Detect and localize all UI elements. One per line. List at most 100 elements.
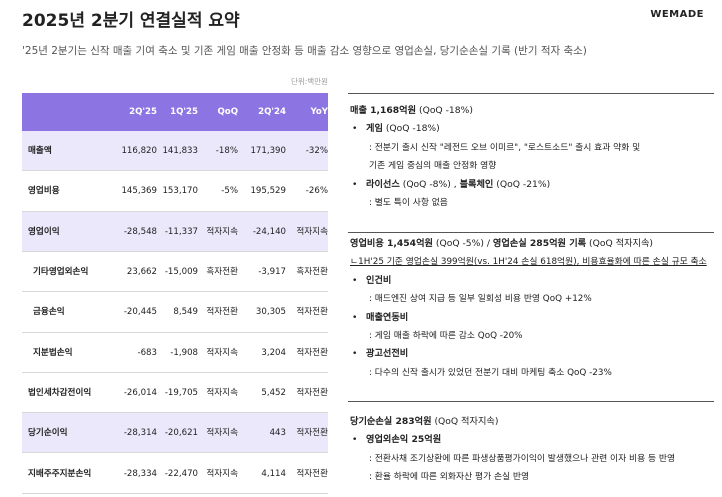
row-label: 매출액 <box>28 146 52 157</box>
row-highlight <box>22 413 328 454</box>
table-cell: 적자지속 <box>206 347 238 358</box>
row-divider <box>22 492 328 494</box>
table-cell: 4,114 <box>261 468 286 479</box>
text-part: 인건비 <box>366 274 392 286</box>
table-cell: -20,621 <box>164 428 198 439</box>
row-label: 지분법손익 <box>33 347 73 358</box>
table-cell: -18% <box>215 146 238 157</box>
table-cell: 적자전환 <box>296 428 328 439</box>
text-part: (QoQ -21%) <box>493 178 551 190</box>
column-header: QoQ <box>217 107 238 117</box>
text-part: 라이선스 <box>366 178 400 190</box>
table-cell: 145,369 <box>121 186 157 197</box>
text-part: 영업손실 285억원 기록 <box>492 238 587 249</box>
text-part: (QoQ 적자지속) <box>586 238 654 249</box>
table-cell: 흑자전환 <box>296 267 328 278</box>
row-divider <box>22 412 328 414</box>
section-heading: 매출 1,168억원 (QoQ -18%) <box>350 104 473 118</box>
table-cell: -28,334 <box>123 468 157 479</box>
column-header: 1Q'25 <box>170 107 198 117</box>
bullet-item: 라이선스 (QoQ -8%) , 블록체인 (QoQ -21%) <box>366 178 550 192</box>
table-cell: -26,014 <box>123 387 157 398</box>
table-cell: -32% <box>305 146 328 157</box>
bullet: • <box>352 348 358 360</box>
table-cell: 적자지속 <box>206 387 238 398</box>
table-cell: -26% <box>305 186 328 197</box>
separator <box>348 232 714 233</box>
detail: 기존 게임 중심의 매출 안정화 영향 <box>369 161 497 172</box>
row-divider <box>22 291 328 293</box>
table-cell: 443 <box>269 428 286 439</box>
separator <box>348 93 714 94</box>
bullet: • <box>352 178 358 190</box>
table-cell: -1,908 <box>170 347 198 358</box>
table-cell: 141,833 <box>162 146 198 157</box>
text-part: (QoQ 적자지속) <box>431 416 499 427</box>
table-cell: 3,204 <box>261 347 286 358</box>
logo: WEMADE <box>650 9 704 20</box>
bullet: • <box>352 274 358 286</box>
row-label: 영업이익 <box>28 226 60 237</box>
bullet: • <box>352 311 358 323</box>
text-part: 영업외손익 25억원 <box>366 434 442 446</box>
table-header <box>22 93 328 131</box>
table-cell: 8,549 <box>173 307 198 318</box>
table-cell: 적자지속 <box>206 428 238 439</box>
table-cell: 적자지속 <box>206 468 238 479</box>
row-label: 금융손익 <box>33 307 65 318</box>
table-cell: -24,140 <box>252 226 286 237</box>
row-label: 법인세차감전이익 <box>28 387 92 398</box>
row-label: 기타영업외손익 <box>33 267 89 278</box>
table-cell: -19,705 <box>164 387 198 398</box>
bullet-item: 매출연동비 <box>366 311 408 325</box>
table-cell: 30,305 <box>255 307 286 318</box>
table-cell: 171,390 <box>250 146 286 157</box>
detail: : 전분기 출시 신작 "레전드 오브 이미르", "로스트소드" 출시 효과 … <box>369 142 641 153</box>
bullet-item: 인건비 <box>366 274 391 288</box>
table-cell: 적자전환 <box>296 468 328 479</box>
table-cell: -28,314 <box>123 428 157 439</box>
row-divider <box>22 331 328 333</box>
text-part: 블록체인 <box>459 178 494 190</box>
table-cell: -5% <box>221 186 238 197</box>
table-cell: 적자전환 <box>296 307 328 318</box>
table-cell: -683 <box>137 347 157 358</box>
bullet: • <box>352 434 358 446</box>
text-part: 당기순손실 283억원 <box>350 416 432 427</box>
unit-label: 단위:백만원 <box>290 77 328 86</box>
row-divider <box>22 371 328 373</box>
row-highlight <box>22 211 328 252</box>
subtitle: '25년 2분기는 신작 매출 기여 축소 및 기존 게임 매출 안정화 등 매… <box>22 45 587 57</box>
table-cell: -15,009 <box>164 267 198 278</box>
detail: : 환율 하락에 따른 외화자산 평가 손실 반영 <box>369 472 530 483</box>
detail: : 별도 특이 사항 없음 <box>369 198 448 208</box>
row-highlight <box>22 131 328 172</box>
section-heading: 영업비용 1,454억원 (QoQ -5%) / 영업손실 285억원 기록 (… <box>350 237 653 251</box>
row-divider <box>22 210 328 212</box>
table-cell: -22,470 <box>164 468 198 479</box>
row-label: 당기순이익 <box>28 428 68 439</box>
separator <box>348 401 714 402</box>
text-part: 게임 <box>366 123 383 135</box>
table-cell: 195,529 <box>250 186 286 197</box>
row-divider <box>22 170 328 172</box>
column-header: 2Q'25 <box>129 107 157 117</box>
text-part: (QoQ -18%) <box>382 123 440 135</box>
table-cell: 23,662 <box>126 267 157 278</box>
row-divider <box>22 452 328 454</box>
text-part: 광고선전비 <box>366 348 409 360</box>
table-cell: -28,548 <box>123 226 157 237</box>
bullet-item: 게임 (QoQ -18%) <box>366 122 440 136</box>
row-label: 지배주주지분손익 <box>28 468 92 479</box>
table-cell: 153,170 <box>162 186 198 197</box>
table-cell: 적자전환 <box>296 387 328 398</box>
section-note: ㄴ1H'25 기준 영업손실 399억원(vs. 1H'24 손실 618억원)… <box>350 257 707 268</box>
text-part: 매출 1,168억원 <box>350 105 417 116</box>
detail: : 다수의 신작 출시가 있었던 전분기 대비 마케팅 축소 QoQ -23% <box>369 367 612 378</box>
bullet-item: 영업외손익 25억원 <box>366 433 441 447</box>
table-cell: 적자지속 <box>206 226 238 237</box>
table-cell: 적자전환 <box>296 347 328 358</box>
table-cell: 116,820 <box>121 146 157 157</box>
table-cell: -20,445 <box>123 307 157 318</box>
